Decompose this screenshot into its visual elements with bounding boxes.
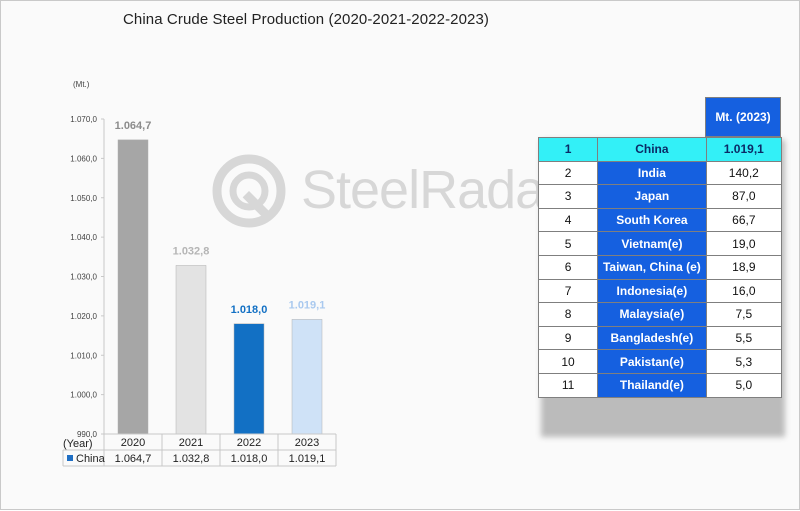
data-table: (Year) China 2020 1.064,7 2021 1.032,8 2022 1.0… (62, 433, 337, 467)
rank-cell: 1 (537, 137, 599, 162)
y-axis: 990,0 1.000,0 1.010,0 1.020,0 1.030,0 1.040,0… (70, 115, 105, 439)
category-label-2023: 2023 (295, 437, 319, 449)
value-cell: 19,0 (705, 231, 783, 256)
data-label-2021: 1.032,8 (173, 245, 210, 257)
category-label-2022: 2022 (237, 437, 261, 449)
rank-cell: 6 (537, 254, 599, 280)
bar-2023 (291, 319, 323, 435)
y-tick-label: 990,0 (77, 430, 98, 439)
y-tick-label: 1.000,0 (70, 391, 97, 400)
rank-cell: 7 (537, 278, 599, 304)
table-row: 10 Pakistan(e) 5,3 (537, 349, 783, 374)
rank-cell: 11 (537, 372, 599, 398)
country-cell: South Korea (597, 207, 707, 233)
country-cell: Pakistan(e) (597, 349, 707, 374)
rank-cell: 10 (537, 349, 599, 374)
value-cell: 1.019,1 (705, 137, 783, 162)
table-value-2021: 1.032,8 (173, 453, 210, 465)
value-cell: 5,0 (705, 372, 783, 398)
value-cell: 140,2 (705, 160, 783, 186)
value-cell: 5,5 (705, 325, 783, 351)
country-cell: Bangladesh(e) (597, 325, 707, 351)
y-tick-label: 1.070,0 (70, 115, 97, 124)
category-label-2020: 2020 (121, 437, 145, 449)
country-cell: Malaysia(e) (597, 302, 707, 327)
table-row: 2 India 140,2 (537, 160, 783, 186)
y-tick-label: 1.050,0 (70, 194, 97, 203)
y-tick-label: 1.030,0 (70, 273, 97, 282)
value-cell: 5,3 (705, 349, 783, 374)
bar-2021 (175, 265, 207, 435)
table-value-2020: 1.064,7 (115, 453, 152, 465)
country-cell: Japan (597, 184, 707, 209)
table-value-2023: 1.019,1 (289, 453, 326, 465)
table-row: 3 Japan 87,0 (537, 184, 783, 209)
bar-2022 (233, 323, 265, 435)
rank-cell: 2 (537, 160, 599, 186)
table-row: 9 Bangladesh(e) 5,5 (537, 325, 783, 351)
y-axis-unit-label: (Mt.) (73, 80, 90, 89)
bars (117, 139, 323, 435)
data-labels: 1.064,7 1.032,8 1.018,0 1.019,1 (115, 120, 326, 316)
country-cell: Thailand(e) (597, 372, 707, 398)
legend-label: China (76, 453, 106, 465)
country-cell: India (597, 160, 707, 186)
table-row: 11 Thailand(e) 5,0 (537, 372, 783, 398)
data-label-2023: 1.019,1 (289, 299, 326, 311)
table-row: 6 Taiwan, China (e) 18,9 (537, 254, 783, 280)
y-tick-label: 1.020,0 (70, 312, 97, 321)
legend-swatch (67, 455, 73, 461)
rank-cell: 9 (537, 325, 599, 351)
table-row: 1 China 1.019,1 (537, 137, 783, 162)
rank-cell: 4 (537, 207, 599, 233)
value-cell: 66,7 (705, 207, 783, 233)
table-value-2022: 1.018,0 (231, 453, 268, 465)
country-cell: Vietnam(e) (597, 231, 707, 256)
table-row: 4 South Korea 66,7 (537, 207, 783, 233)
data-label-2020: 1.064,7 (115, 120, 152, 132)
value-cell: 18,9 (705, 254, 783, 280)
rank-cell: 3 (537, 184, 599, 209)
category-label-2021: 2021 (179, 437, 203, 449)
y-tick-label: 1.060,0 (70, 154, 97, 163)
rank-cell: 8 (537, 302, 599, 327)
country-cell: China (597, 137, 707, 162)
rank-cell: 5 (537, 231, 599, 256)
value-cell: 7,5 (705, 302, 783, 327)
chart-title: China Crude Steel Production (2020-2021-… (122, 11, 490, 28)
value-cell: 87,0 (705, 184, 783, 209)
data-label-2022: 1.018,0 (231, 304, 268, 316)
year-header: (Year) (63, 438, 93, 450)
y-tick-label: 1.040,0 (70, 233, 97, 242)
table-row: 7 Indonesia(e) 16,0 (537, 278, 783, 304)
country-cell: Indonesia(e) (597, 278, 707, 304)
country-cell: Taiwan, China (e) (597, 254, 707, 280)
bar-2020 (117, 139, 149, 435)
ranking-table-header: Mt. (2023) (705, 97, 781, 137)
table-row: 5 Vietnam(e) 19,0 (537, 231, 783, 256)
y-tick-label: 1.010,0 (70, 351, 97, 360)
value-cell: 16,0 (705, 278, 783, 304)
table-row: 8 Malaysia(e) 7,5 (537, 302, 783, 327)
ranking-table: 1 China 1.019,1 2 India 140,2 3 Japan 87,0 4 South… (537, 137, 783, 398)
